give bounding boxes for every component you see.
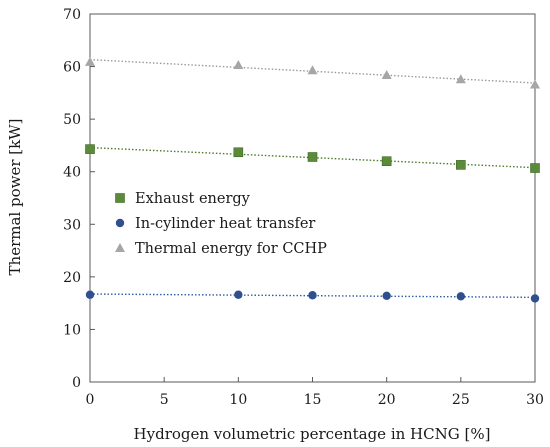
- y-tick-label: 60: [63, 60, 81, 76]
- y-tick-label: 10: [63, 322, 81, 338]
- legend: Exhaust energy In-cylinder heat transfer T…: [115, 191, 327, 257]
- data-point-series-1: [307, 152, 318, 162]
- legend-marker-2: [115, 218, 125, 228]
- x-tick-label: 15: [304, 392, 322, 408]
- data-point-series-1: [456, 160, 466, 170]
- data-point-series-1: [233, 147, 244, 158]
- data-point-series-3: [85, 56, 95, 66]
- legend-marker-3: [115, 243, 125, 252]
- data-point-series-3: [307, 65, 318, 75]
- x-tick-label: 20: [378, 392, 396, 408]
- x-tick-label: 10: [229, 392, 247, 408]
- y-tick-label: 30: [63, 217, 81, 233]
- y-tick-label: 20: [63, 270, 81, 286]
- legend-label-3: Thermal energy for CCHP: [135, 241, 327, 257]
- x-tick-label: 5: [160, 392, 169, 408]
- legend-marker-1: [115, 193, 125, 203]
- data-point-series-3: [233, 59, 244, 69]
- data-point-series-1: [530, 163, 540, 173]
- x-tick-label: 30: [526, 392, 544, 408]
- data-point-series-3: [455, 74, 466, 84]
- y-axis: 0 10 20 30 40 50 60 70: [63, 7, 95, 391]
- y-tick-label: 70: [63, 7, 81, 23]
- legend-label-2: In-cylinder heat transfer: [135, 216, 315, 232]
- x-axis: 0 5 10 15 20 25 30: [86, 377, 544, 408]
- data-point-series-2: [456, 292, 466, 301]
- trendline-2: [89, 293, 536, 299]
- data-point-series-2: [308, 291, 317, 300]
- x-axis-title: Hydrogen volumetric percentage in HCNG […: [134, 425, 491, 443]
- trendlines: [89, 58, 536, 299]
- data-point-series-2: [530, 294, 540, 303]
- y-axis-title: Thermal power [kW]: [6, 119, 24, 276]
- x-tick-label: 0: [86, 392, 95, 408]
- data-point-series-1: [381, 156, 392, 166]
- y-tick-label: 50: [63, 112, 81, 128]
- data-point-series-3: [530, 79, 540, 89]
- data-point-series-1: [85, 144, 95, 154]
- y-tick-label: 40: [63, 165, 81, 181]
- data-points: [85, 56, 540, 303]
- legend-label-1: Exhaust energy: [135, 191, 251, 207]
- data-point-series-2: [234, 290, 243, 299]
- y-tick-label: 0: [72, 375, 81, 391]
- data-point-series-3: [381, 69, 392, 79]
- data-point-series-2: [85, 290, 95, 299]
- data-point-series-2: [382, 291, 391, 300]
- x-tick-label: 25: [452, 392, 470, 408]
